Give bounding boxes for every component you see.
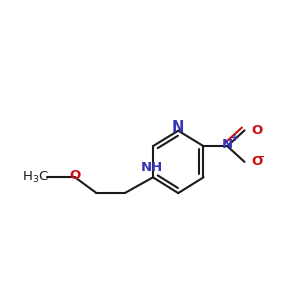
Text: H$_3$C: H$_3$C	[22, 170, 49, 185]
Text: N: N	[172, 120, 184, 135]
Text: O: O	[251, 155, 262, 168]
Text: +: +	[231, 133, 239, 143]
Text: O: O	[251, 124, 262, 137]
Text: O: O	[70, 169, 81, 182]
Text: −: −	[257, 152, 265, 161]
Text: NH: NH	[140, 161, 163, 174]
Text: N: N	[222, 138, 233, 151]
